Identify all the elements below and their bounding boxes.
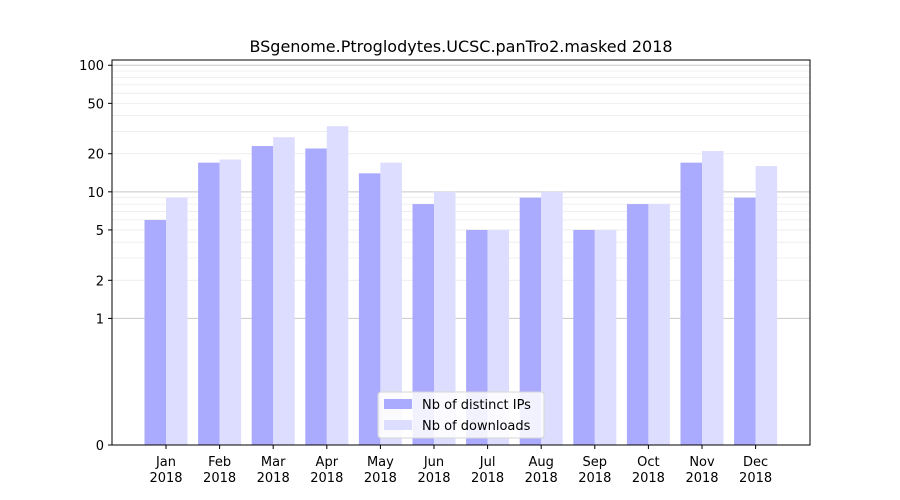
y-tick-label: 100: [79, 59, 104, 74]
bar-distinct-ips: [305, 148, 327, 445]
legend-swatch: [384, 399, 412, 409]
y-tick-label: 20: [87, 148, 104, 163]
bar-distinct-ips: [144, 219, 166, 445]
legend: Nb of distinct IPs Nb of downloads: [377, 391, 545, 439]
x-tick-label: Sep 2018: [578, 455, 611, 486]
legend-label: Nb of distinct IPs: [422, 398, 531, 413]
bar-downloads: [166, 197, 188, 445]
bar-distinct-ips: [358, 173, 381, 445]
bars-layer: [144, 126, 778, 446]
bar-downloads: [594, 229, 617, 445]
y-tick-label: 5: [96, 224, 104, 239]
bar-distinct-ips: [734, 197, 756, 445]
bar-downloads: [434, 191, 456, 445]
bar-distinct-ips: [198, 162, 220, 445]
legend-box: [377, 391, 545, 439]
x-axis: Jan 2018 Feb 2018 Mar 2018 Apr 2018 May 2018 Jun 20…: [149, 445, 772, 486]
y-tick-label: 10: [87, 186, 104, 201]
x-tick-label: Dec 2018: [739, 455, 772, 486]
x-tick-label: Feb 2018: [203, 455, 236, 486]
x-tick-label: Jul 2018: [471, 455, 504, 486]
bar-distinct-ips: [680, 162, 702, 445]
plot-frame: [111, 59, 811, 446]
y-tick-label: 50: [87, 97, 104, 112]
bar-distinct-ips: [251, 146, 274, 445]
x-tick-label: Jan 2018: [149, 455, 182, 486]
y-tick-label: 2: [96, 274, 104, 289]
y-tick-label: 0: [96, 439, 104, 454]
legend-swatch: [384, 420, 412, 430]
bar-downloads: [648, 204, 670, 445]
x-tick-label: Oct 2018: [632, 455, 665, 486]
bar-downloads: [487, 229, 510, 445]
x-tick-label: Aug 2018: [525, 455, 558, 486]
x-tick-label: May 2018: [364, 455, 397, 486]
y-tick-label: 1: [96, 312, 104, 327]
bar-distinct-ips: [412, 204, 434, 445]
bar-distinct-ips: [519, 197, 542, 445]
y-axis: 0 1 2 5 10 20 50 100: [79, 59, 112, 454]
x-tick-label: Apr 2018: [310, 455, 343, 486]
bar-downloads: [702, 151, 724, 445]
legend-label: Nb of downloads: [422, 419, 531, 434]
bar-downloads: [273, 137, 295, 446]
bar-downloads: [755, 165, 778, 446]
chart-title: BSgenome.Ptroglodytes.UCSC.panTro2.maske…: [249, 37, 672, 56]
bar-distinct-ips: [573, 229, 595, 445]
x-tick-label: Jun 2018: [417, 455, 450, 486]
bar-downloads: [219, 159, 242, 445]
bar-distinct-ips: [466, 229, 488, 445]
bar-downloads: [541, 191, 563, 445]
x-tick-label: Mar 2018: [257, 455, 290, 486]
bar-downloads: [326, 126, 349, 446]
bar-downloads: [380, 162, 402, 445]
x-tick-label: Nov 2018: [685, 455, 718, 486]
bar-distinct-ips: [626, 204, 649, 445]
